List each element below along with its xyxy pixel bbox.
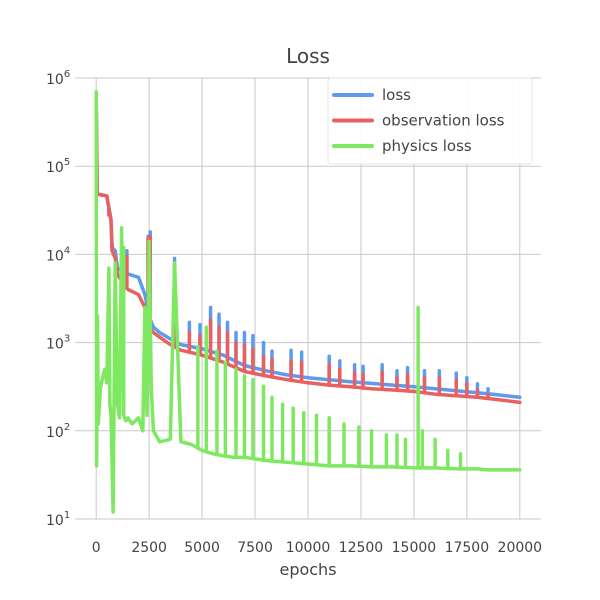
legend: loss observation loss physics loss <box>327 77 533 165</box>
legend-label-physics-loss: physics loss <box>382 137 472 155</box>
x-tick-label: 12500 <box>339 540 384 556</box>
y-tick-label: 103 <box>46 334 70 353</box>
y-tick-label: 105 <box>46 157 70 176</box>
series-physics-loss <box>94 89 522 514</box>
x-tick-label: 20000 <box>498 540 543 556</box>
series-layer <box>94 89 522 514</box>
y-tick-label: 102 <box>46 422 70 441</box>
x-tick-label: 15000 <box>392 540 437 556</box>
x-tick-label: 0 <box>92 540 101 556</box>
x-tick-label: 7500 <box>237 540 273 556</box>
series-line-physics-loss <box>94 89 522 514</box>
x-tick-label: 17500 <box>445 540 490 556</box>
x-axis-label: epochs <box>279 560 336 579</box>
y-tick-label: 101 <box>46 510 70 529</box>
series-line-observation-loss <box>94 95 522 405</box>
legend-label-observation-loss: observation loss <box>382 112 505 130</box>
legend-label-loss: loss <box>382 86 411 104</box>
x-tick-label: 10000 <box>286 540 331 556</box>
x-tick-label: 5000 <box>184 540 220 556</box>
x-tick-label: 2500 <box>131 540 167 556</box>
chart-title: Loss <box>286 44 330 68</box>
y-tick-labels: 101 102 103 104 105 106 <box>46 69 70 529</box>
legend-box <box>327 77 533 165</box>
y-tick-label: 106 <box>46 69 70 88</box>
x-tick-labels: 0 2500 5000 7500 10000 12500 15000 17500 20000 <box>92 540 542 556</box>
y-tick-label: 104 <box>46 245 70 264</box>
